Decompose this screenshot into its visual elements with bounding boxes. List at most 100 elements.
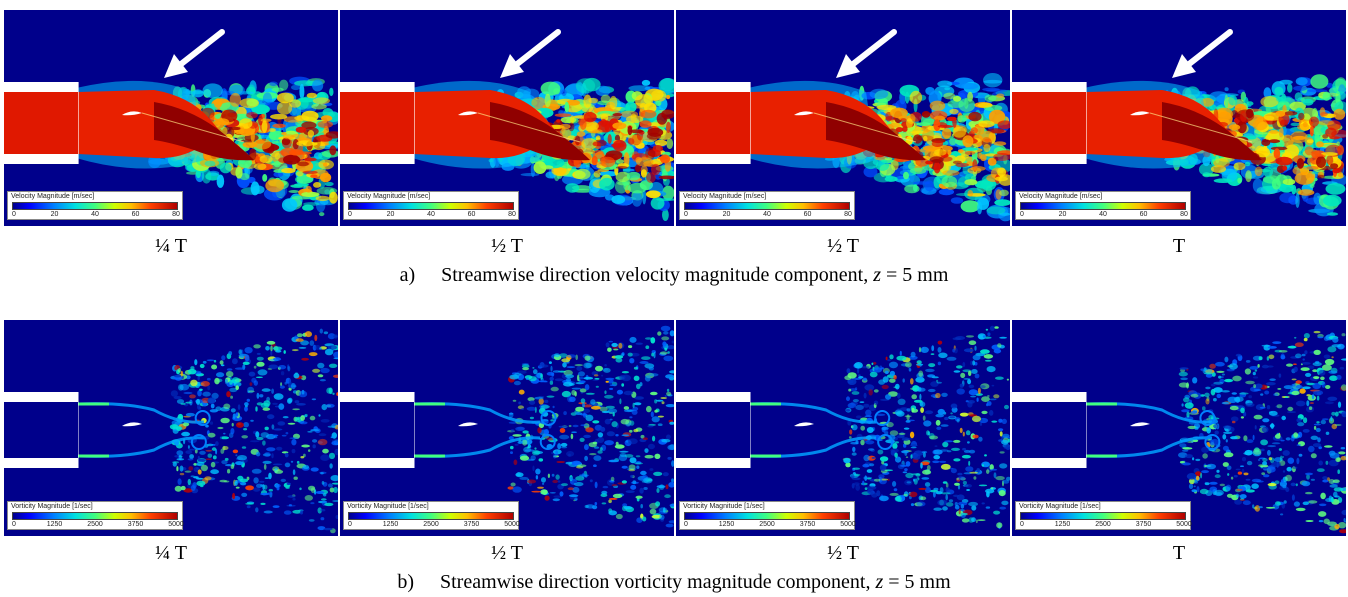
velocity-panel-1: Velocity Magnitude [m/sec] 0 20 40 60 80 bbox=[4, 10, 338, 226]
legend-tick: 1250 bbox=[46, 521, 63, 528]
velocity-panel-3: Velocity Magnitude [m/sec] 0 20 40 60 80 bbox=[676, 10, 1010, 226]
velocity-caption-label: a) bbox=[399, 264, 416, 286]
legend-tick: 80 bbox=[1180, 211, 1188, 218]
legend-tick: 80 bbox=[844, 211, 852, 218]
legend-colorbar bbox=[684, 202, 850, 210]
legend-tick: 1250 bbox=[1054, 521, 1071, 528]
legend-tick: 5000 bbox=[168, 521, 184, 528]
legend-tick: 60 bbox=[131, 211, 140, 218]
legend-tick: 40 bbox=[1099, 211, 1107, 218]
legend-tick: 60 bbox=[467, 211, 476, 218]
legend-tick: 0 bbox=[348, 521, 352, 528]
arrow-icon bbox=[500, 29, 561, 78]
vorticity-caption-var: z bbox=[875, 571, 884, 593]
legend-tick: 40 bbox=[91, 211, 99, 218]
legend-title: Vorticity Magnitude [1/sec] bbox=[683, 503, 765, 510]
legend-colorbar bbox=[684, 512, 850, 520]
legend-title: Velocity Magnitude [m/sec] bbox=[683, 193, 767, 200]
legend-title: Vorticity Magnitude [1/sec] bbox=[11, 503, 93, 510]
color-legend: Vorticity Magnitude [1/sec] 0 1250 2500 3750… bbox=[679, 501, 856, 530]
legend-title: Vorticity Magnitude [1/sec] bbox=[1019, 503, 1101, 510]
legend-tick: 20 bbox=[722, 211, 731, 218]
legend-tick: 1250 bbox=[382, 521, 399, 528]
color-legend: Vorticity Magnitude [1/sec] 0 1250 2500 3750… bbox=[343, 501, 520, 530]
velocity-caption-suffix: = 5 mm bbox=[881, 264, 949, 286]
legend-tick: 5000 bbox=[840, 521, 856, 528]
legend-tick: 3750 bbox=[1135, 521, 1152, 528]
vorticity-field bbox=[1012, 320, 1346, 536]
legend-tick: 0 bbox=[1020, 521, 1024, 528]
velocity-panel-4: Velocity Magnitude [m/sec] 0 20 40 60 80 bbox=[1012, 10, 1346, 226]
legend-tick: 0 bbox=[684, 211, 688, 218]
color-legend: Velocity Magnitude [m/sec] 0 20 40 60 80 bbox=[343, 191, 519, 220]
legend-colorbar bbox=[12, 512, 178, 520]
vorticity-panel-4: Vorticity Magnitude [1/sec] 0 1250 2500 3750… bbox=[1012, 320, 1346, 536]
legend-colorbar bbox=[12, 202, 178, 210]
velocity-panel-2-label: ½ T bbox=[491, 235, 523, 257]
legend-tick: 0 bbox=[1020, 211, 1024, 218]
velocity-panel-2: Velocity Magnitude [m/sec] 0 20 40 60 80 bbox=[340, 10, 674, 226]
vorticity-panel-3-label: ½ T bbox=[827, 542, 859, 564]
legend-title: Velocity Magnitude [m/sec] bbox=[1019, 193, 1103, 200]
legend-tick: 40 bbox=[427, 211, 435, 218]
legend-tick: 60 bbox=[1139, 211, 1148, 218]
vorticity-panel-4-label: T bbox=[1172, 542, 1186, 564]
vorticity-field bbox=[676, 320, 1010, 536]
color-legend: Vorticity Magnitude [1/sec] 0 1250 2500 3750… bbox=[1015, 501, 1192, 530]
legend-tick: 2500 bbox=[87, 521, 103, 528]
legend-tick: 2500 bbox=[1095, 521, 1111, 528]
legend-tick: 2500 bbox=[423, 521, 439, 528]
velocity-caption-var: z bbox=[873, 264, 882, 286]
velocity-field bbox=[676, 10, 1010, 226]
vorticity-panel-3: Vorticity Magnitude [1/sec] 0 1250 2500 3750… bbox=[676, 320, 1010, 536]
vorticity-caption-label: b) bbox=[397, 571, 414, 593]
vorticity-panel-1-label: ¼ T bbox=[155, 542, 187, 564]
velocity-panel-3-label: ½ T bbox=[827, 235, 859, 257]
legend-tick: 80 bbox=[172, 211, 180, 218]
legend-tick: 0 bbox=[12, 211, 16, 218]
legend-tick: 3750 bbox=[127, 521, 144, 528]
vorticity-field bbox=[340, 320, 674, 536]
legend-tick: 20 bbox=[1058, 211, 1067, 218]
vorticity-field bbox=[4, 320, 338, 536]
velocity-caption-text: Streamwise direction velocity magnitude … bbox=[441, 264, 869, 286]
legend-title: Velocity Magnitude [m/sec] bbox=[11, 193, 95, 200]
legend-tick: 1250 bbox=[718, 521, 735, 528]
legend-tick: 5000 bbox=[1176, 521, 1192, 528]
legend-colorbar bbox=[1020, 202, 1186, 210]
legend-tick: 3750 bbox=[463, 521, 480, 528]
legend-tick: 20 bbox=[386, 211, 395, 218]
color-legend: Velocity Magnitude [m/sec] 0 20 40 60 80 bbox=[7, 191, 183, 220]
legend-title: Vorticity Magnitude [1/sec] bbox=[347, 503, 429, 510]
arrow-icon bbox=[164, 29, 225, 78]
legend-tick: 2500 bbox=[759, 521, 775, 528]
legend-tick: 0 bbox=[348, 211, 352, 218]
legend-colorbar bbox=[1020, 512, 1186, 520]
legend-colorbar bbox=[348, 512, 514, 520]
velocity-panel-4-label: T bbox=[1172, 235, 1186, 257]
legend-tick: 0 bbox=[684, 521, 688, 528]
legend-colorbar bbox=[348, 202, 514, 210]
velocity-field bbox=[340, 10, 674, 226]
velocity-field bbox=[4, 10, 338, 226]
legend-tick: 60 bbox=[803, 211, 812, 218]
vorticity-caption: b) Streamwise direction vorticity magnitu… bbox=[0, 570, 1348, 594]
vorticity-panel-2-label: ½ T bbox=[491, 542, 523, 564]
vorticity-caption-text: Streamwise direction vorticity magnitude… bbox=[440, 571, 871, 593]
legend-tick: 20 bbox=[50, 211, 59, 218]
velocity-panel-1-label: ¼ T bbox=[155, 235, 187, 257]
legend-title: Velocity Magnitude [m/sec] bbox=[347, 193, 431, 200]
color-legend: Vorticity Magnitude [1/sec] 0 1250 2500 3750… bbox=[7, 501, 184, 530]
arrow-icon bbox=[1172, 29, 1233, 78]
vorticity-panel-1: Vorticity Magnitude [1/sec] 0 1250 2500 3750… bbox=[4, 320, 338, 536]
vorticity-caption-suffix: = 5 mm bbox=[883, 571, 951, 593]
velocity-caption: a) Streamwise direction velocity magnitud… bbox=[0, 263, 1348, 287]
velocity-field bbox=[1012, 10, 1346, 226]
arrow-icon bbox=[836, 29, 897, 78]
legend-tick: 5000 bbox=[504, 521, 520, 528]
legend-tick: 3750 bbox=[799, 521, 816, 528]
color-legend: Velocity Magnitude [m/sec] 0 20 40 60 80 bbox=[1015, 191, 1191, 220]
vorticity-panel-2: Vorticity Magnitude [1/sec] 0 1250 2500 3750… bbox=[340, 320, 674, 536]
color-legend: Velocity Magnitude [m/sec] 0 20 40 60 80 bbox=[679, 191, 855, 220]
legend-tick: 40 bbox=[763, 211, 771, 218]
